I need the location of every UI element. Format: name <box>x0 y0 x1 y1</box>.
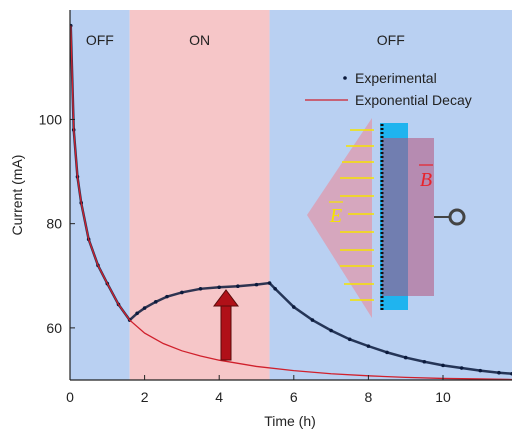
region-label: ON <box>189 32 210 48</box>
increase-arrow <box>213 289 239 361</box>
data-point <box>422 359 427 364</box>
legend-label: Experimental <box>355 70 437 86</box>
data-point <box>310 318 315 322</box>
data-point <box>217 285 221 290</box>
legend-swatch <box>343 76 347 80</box>
data-point <box>142 306 147 310</box>
data-point <box>385 350 389 355</box>
data-point <box>403 355 408 360</box>
x-tick-label: 6 <box>290 389 298 405</box>
data-point <box>236 284 240 288</box>
data-point <box>497 370 501 375</box>
legend-label: Exponential Decay <box>355 92 472 108</box>
data-point <box>254 282 259 287</box>
data-point <box>291 305 296 309</box>
x-tick-label: 4 <box>215 389 223 405</box>
data-point <box>180 290 184 295</box>
data-point <box>329 328 333 333</box>
data-point <box>153 300 158 304</box>
y-axis-title: Current (mA) <box>9 155 25 236</box>
data-point <box>135 311 139 316</box>
y-tick-label: 60 <box>46 320 62 336</box>
region-label: OFF <box>377 32 405 48</box>
x-tick-label: 8 <box>364 389 372 405</box>
data-point <box>459 366 464 370</box>
data-point <box>267 281 272 285</box>
inset-diagram <box>307 118 466 318</box>
b-field-label: B <box>420 169 432 191</box>
data-point <box>198 287 203 291</box>
x-axis-title: Time (h) <box>264 413 316 429</box>
data-point <box>478 368 483 373</box>
x-tick-label: 0 <box>66 389 74 405</box>
y-tick-label: 100 <box>39 111 63 127</box>
data-point <box>366 344 371 348</box>
region-label: OFF <box>86 32 114 48</box>
y-tick-label: 80 <box>46 216 62 232</box>
data-point <box>165 294 169 299</box>
region <box>129 10 270 380</box>
e-field-label: E <box>329 205 342 227</box>
data-point <box>273 287 277 291</box>
x-tick-label: 2 <box>141 389 149 405</box>
data-point <box>441 363 445 368</box>
data-point <box>347 337 352 342</box>
decay-line <box>70 25 512 380</box>
x-tick-label: 10 <box>435 389 451 405</box>
